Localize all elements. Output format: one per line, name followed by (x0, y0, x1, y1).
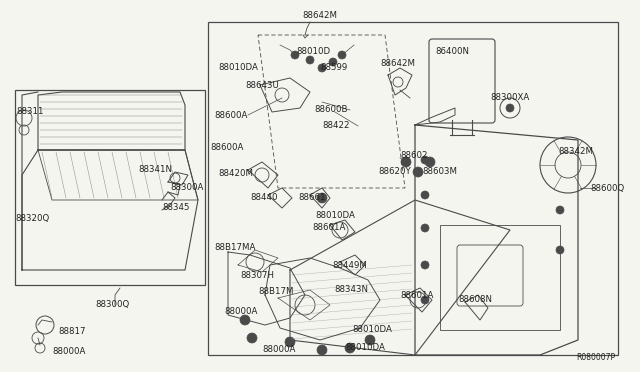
Text: R080007P: R080007P (576, 353, 615, 362)
Circle shape (421, 296, 429, 304)
Text: 88422: 88422 (322, 122, 349, 131)
Text: 88642M: 88642M (302, 10, 337, 19)
Circle shape (556, 206, 564, 214)
Text: 88000A: 88000A (262, 346, 296, 355)
Text: 88643U: 88643U (245, 80, 279, 90)
Circle shape (317, 193, 327, 203)
Text: 88449M: 88449M (332, 260, 367, 269)
Text: 88B17MA: 88B17MA (214, 244, 255, 253)
Text: 88B17M: 88B17M (258, 288, 294, 296)
Circle shape (413, 167, 423, 177)
Text: 88600B: 88600B (314, 106, 348, 115)
Circle shape (425, 157, 435, 167)
Circle shape (365, 335, 375, 345)
Bar (208, 22, 618, 355)
Circle shape (421, 224, 429, 232)
Text: 88420M: 88420M (218, 169, 253, 177)
Circle shape (247, 333, 257, 343)
Circle shape (401, 157, 411, 167)
Text: 88599: 88599 (320, 64, 348, 73)
Circle shape (338, 51, 346, 59)
Circle shape (318, 64, 326, 72)
Circle shape (329, 58, 337, 66)
Text: 88010DA: 88010DA (352, 326, 392, 334)
Text: 88661: 88661 (298, 193, 326, 202)
Text: 88642M: 88642M (380, 58, 415, 67)
Text: 88010DA: 88010DA (345, 343, 385, 353)
Text: 88602: 88602 (400, 151, 428, 160)
Text: 88343N: 88343N (334, 285, 368, 295)
Text: 88601A: 88601A (312, 224, 346, 232)
Text: 88000A: 88000A (52, 347, 85, 356)
Circle shape (345, 343, 355, 353)
Text: 88000A: 88000A (224, 307, 257, 315)
Text: 88300XA: 88300XA (490, 93, 529, 103)
Circle shape (556, 246, 564, 254)
Text: 88300A: 88300A (170, 183, 204, 192)
Circle shape (285, 337, 295, 347)
Text: 88010D: 88010D (296, 48, 330, 57)
Text: 88307H: 88307H (240, 272, 274, 280)
Bar (15, 90, 205, 285)
Text: 88010DA: 88010DA (315, 211, 355, 219)
Circle shape (506, 104, 514, 112)
Text: 88342M: 88342M (558, 148, 593, 157)
Text: 88601A: 88601A (400, 292, 433, 301)
Circle shape (421, 156, 429, 164)
Text: 88341N: 88341N (138, 166, 172, 174)
Text: 88817: 88817 (58, 327, 86, 337)
Circle shape (291, 51, 299, 59)
Text: 86400N: 86400N (435, 48, 469, 57)
Text: 88311: 88311 (16, 108, 44, 116)
Text: 88010DA: 88010DA (218, 64, 258, 73)
Circle shape (306, 56, 314, 64)
Text: 88603M: 88603M (422, 167, 457, 176)
Bar (440, 225, 560, 330)
Text: 88608N: 88608N (458, 295, 492, 305)
Circle shape (421, 261, 429, 269)
Circle shape (240, 315, 250, 325)
Text: 88600A: 88600A (214, 110, 248, 119)
Text: 88620Y: 88620Y (378, 167, 411, 176)
Circle shape (317, 345, 327, 355)
Text: 88600A: 88600A (210, 144, 243, 153)
Circle shape (421, 191, 429, 199)
Text: 88300Q: 88300Q (95, 301, 129, 310)
Text: 88320Q: 88320Q (15, 214, 49, 222)
Text: 88345: 88345 (162, 202, 189, 212)
Text: 88600Q: 88600Q (590, 183, 624, 192)
Text: 88440: 88440 (250, 193, 278, 202)
